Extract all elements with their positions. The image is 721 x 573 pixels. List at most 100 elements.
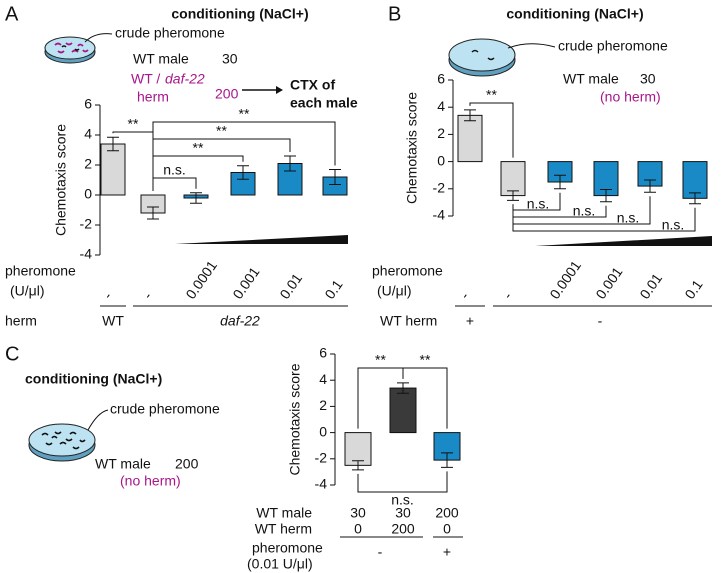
y-tick-label: 2 — [84, 156, 92, 172]
significance-label: n.s. — [163, 162, 186, 178]
y-axis-label: Chemotaxis score — [287, 363, 303, 475]
significance-label: n.s. — [573, 203, 596, 219]
row-value: 0 — [354, 521, 362, 537]
herm-count: 200 — [215, 86, 239, 102]
error-bar — [190, 192, 202, 204]
error-bar — [284, 155, 296, 172]
y-tick-label: 6 — [84, 96, 92, 112]
error-bar — [237, 165, 249, 180]
y-tick-label: 0 — [319, 423, 327, 439]
row-label: pheromone — [252, 540, 323, 556]
y-tick-label: -4 — [80, 246, 93, 262]
y-tick-label: 4 — [437, 98, 445, 114]
significance-bracket — [152, 177, 197, 191]
x-tick-label: 0.1 — [321, 277, 345, 302]
y-tick-label: 2 — [319, 397, 327, 413]
herm-label: WT / — [131, 71, 160, 87]
y-axis-label: Chemotaxis score — [404, 92, 420, 204]
significance-bracket — [402, 367, 448, 429]
group-label: + — [466, 313, 474, 329]
x-tick-label: - — [139, 289, 155, 302]
bar — [100, 143, 126, 196]
bar — [682, 161, 708, 199]
y-tick-label: 4 — [319, 371, 327, 387]
group-label: + — [443, 544, 451, 560]
significance-label: ** — [216, 123, 227, 139]
concentration-wedge — [535, 236, 712, 246]
male-label: WT male — [133, 51, 189, 67]
y-tick-label: 0 — [84, 186, 92, 202]
significance-label: n.s. — [617, 210, 640, 226]
panel-letter: B — [388, 3, 401, 25]
significance-bracket — [152, 155, 244, 191]
row-value: 0 — [443, 521, 451, 537]
y-tick-label: -2 — [80, 216, 93, 232]
dish-b — [448, 38, 556, 77]
significance-label: n.s. — [662, 217, 685, 233]
significance-label: ** — [375, 352, 386, 368]
y-tick-label: 6 — [319, 345, 327, 361]
row-label: WT male — [256, 505, 312, 521]
panel-title: conditioning (NaCl+) — [25, 371, 162, 387]
y-tick-label: 6 — [437, 71, 445, 87]
significance-bracket — [469, 102, 514, 158]
x-tick-label: - — [499, 289, 515, 302]
pheromone-source: crude pheromone — [110, 401, 220, 417]
x-tick-label: - — [99, 289, 115, 302]
dish-c — [28, 409, 109, 462]
y-tick-label: -4 — [315, 476, 328, 492]
error-bar — [644, 179, 656, 193]
error-bar — [600, 188, 612, 203]
x-tick-label: 0.0001 — [182, 257, 220, 301]
y-axis-label: Chemotaxis score — [53, 124, 69, 236]
row-label: pheromone — [5, 263, 76, 279]
concentration-wedge — [175, 235, 348, 244]
row-label: herm — [5, 313, 37, 329]
significance-label: ** — [486, 87, 497, 103]
dish-a — [44, 33, 113, 64]
x-tick-label: 0.001 — [592, 264, 625, 302]
row-value: 30 — [350, 505, 366, 521]
error-bar — [554, 174, 566, 190]
pheromone-source: crude pheromone — [115, 25, 225, 41]
row-value: 200 — [435, 505, 459, 521]
x-tick-label: - — [456, 289, 472, 302]
x-tick-label: 0.01 — [636, 270, 665, 302]
significance-label: ** — [128, 116, 139, 132]
row-label: WT herm — [255, 521, 312, 537]
panel-title: conditioning (NaCl+) — [171, 6, 308, 22]
male-count: 30 — [222, 51, 238, 67]
error-bar — [507, 190, 519, 201]
row-label: WT herm — [380, 313, 437, 329]
error-bar — [147, 206, 159, 220]
group-label: daf-22 — [220, 313, 260, 329]
panel-letter: A — [5, 3, 19, 25]
row-label: (U/μl) — [10, 283, 45, 299]
x-tick-label: 0.001 — [229, 264, 262, 302]
male-count: 200 — [175, 456, 199, 472]
male-label: WT male — [95, 456, 151, 472]
pheromone-source: crude pheromone — [558, 38, 668, 54]
error-bar — [397, 382, 409, 394]
herm-label: herm — [137, 89, 169, 105]
error-bar — [352, 460, 364, 471]
group-label: - — [378, 544, 383, 560]
bar — [457, 114, 483, 163]
herm-label: daf-22 — [165, 71, 205, 87]
significance-label: n.s. — [391, 492, 414, 508]
group-label: - — [598, 313, 603, 329]
significance-label: ** — [420, 352, 431, 368]
male-count: 30 — [640, 71, 656, 87]
significance-bracket — [357, 471, 448, 493]
x-tick-label: 0.01 — [276, 270, 305, 302]
y-tick-label: 0 — [437, 152, 445, 168]
panel-title: conditioning (NaCl+) — [506, 6, 643, 22]
y-tick-label: -2 — [315, 450, 328, 466]
outcome: CTX of — [290, 77, 335, 93]
herm-note: (no herm) — [600, 89, 661, 105]
x-tick-label: 0.0001 — [546, 257, 584, 301]
error-bar — [329, 169, 341, 185]
error-bar — [464, 109, 476, 122]
error-bar — [689, 192, 701, 205]
